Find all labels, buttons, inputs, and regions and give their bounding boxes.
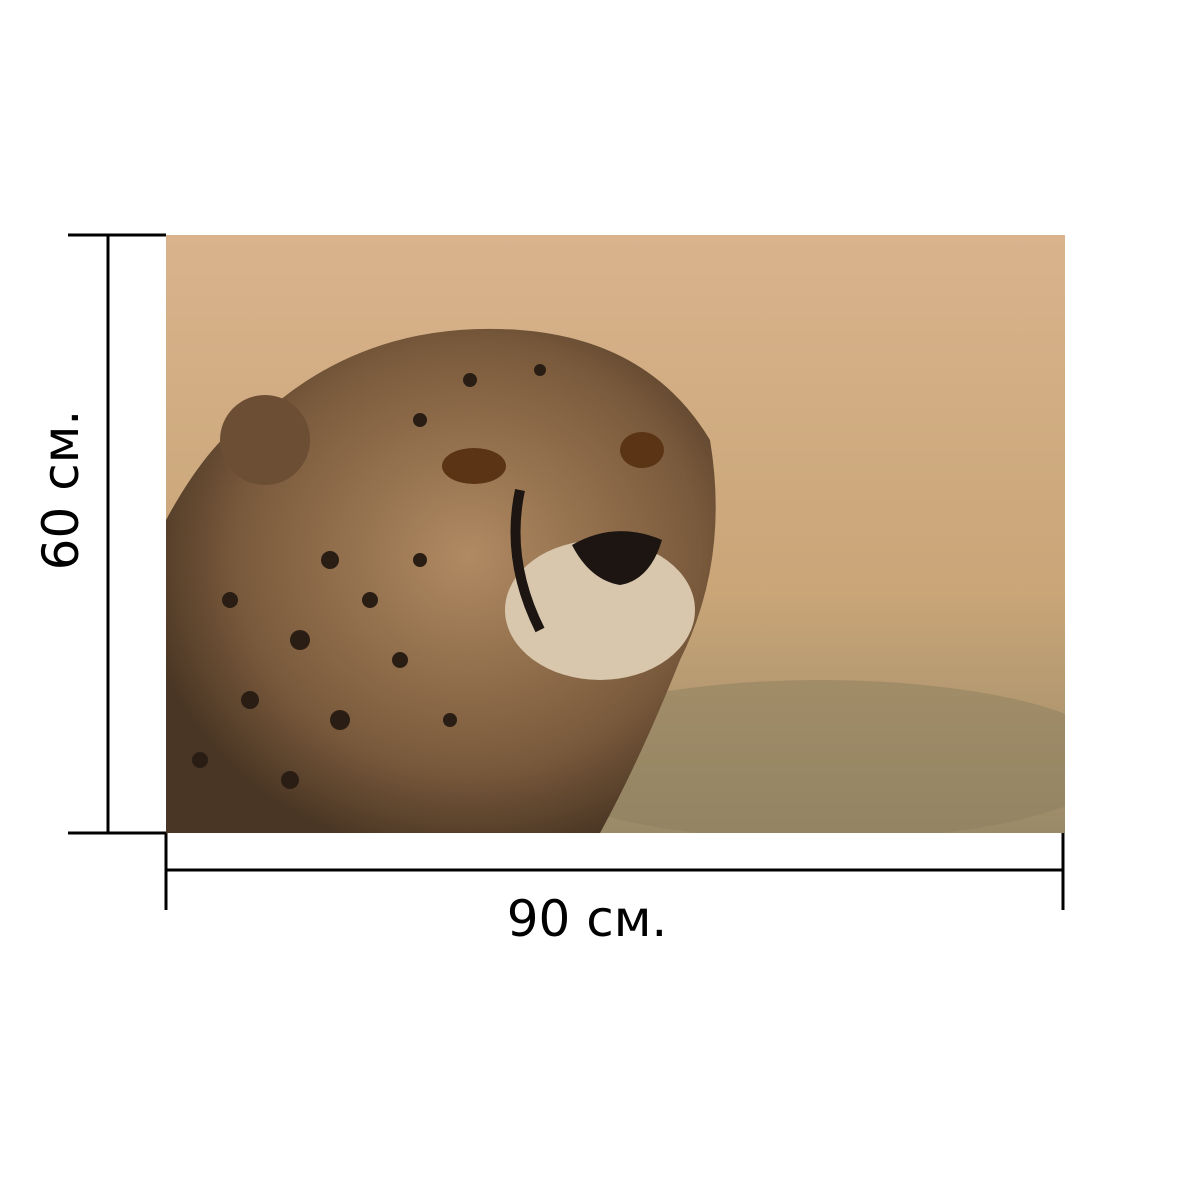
width-label: 90 см. — [507, 890, 668, 948]
photo — [166, 235, 1065, 833]
height-label: 60 см. — [32, 410, 90, 571]
dimension-lines — [68, 233, 1065, 910]
